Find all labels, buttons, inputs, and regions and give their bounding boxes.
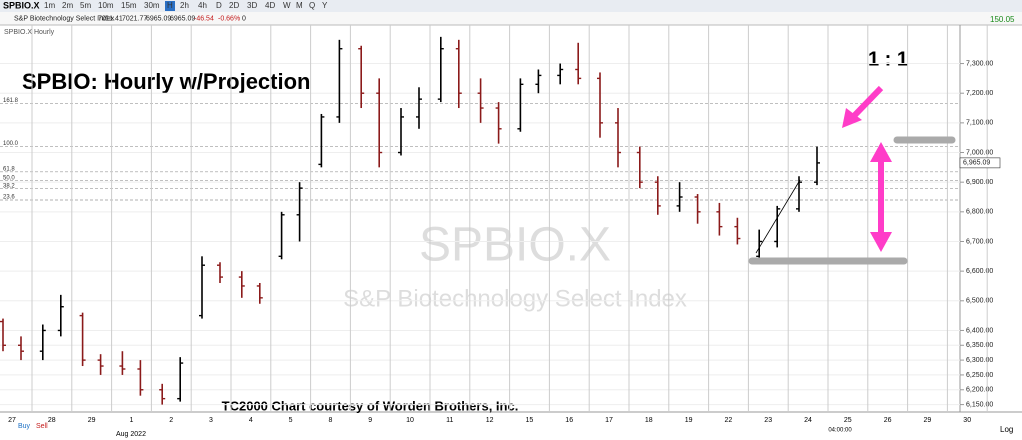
timeframe-button[interactable]: 1m xyxy=(44,1,55,10)
y-tick-label: 7,000.00 xyxy=(966,149,993,156)
timeframe-button[interactable]: W xyxy=(283,1,291,10)
last-price-box xyxy=(959,157,1001,169)
y-tick-label: 6,500.00 xyxy=(966,298,993,305)
last-price-label: 6,965.09 xyxy=(963,160,990,167)
timeframe-button[interactable]: 15m xyxy=(121,1,137,10)
x-tick-label: 19 xyxy=(685,417,693,424)
y-tick-label: 6,300.00 xyxy=(966,357,993,364)
x-tick-label: 1 xyxy=(129,417,133,424)
x-tick-label: 23 xyxy=(764,417,772,424)
timeframe-button[interactable]: 3D xyxy=(247,1,257,10)
timeframe-button[interactable]: M xyxy=(296,1,303,10)
timeframe-button[interactable]: Y xyxy=(322,1,328,10)
timeframe-button[interactable]: 30m xyxy=(144,1,160,10)
timeframe-button[interactable]: 2h xyxy=(180,1,189,10)
y-tick-label: 6,600.00 xyxy=(966,268,993,275)
fib-label: 38.2 xyxy=(3,183,15,189)
x-tick-label: 9 xyxy=(368,417,372,424)
x-tick-label: 15 xyxy=(526,417,534,424)
timeframe-button[interactable]: 10m xyxy=(98,1,114,10)
x-tick-label: 17 xyxy=(605,417,613,424)
timeframe-button[interactable]: 5m xyxy=(80,1,91,10)
x-tick-label: 28 xyxy=(48,417,56,424)
x-tick-label: 24 xyxy=(804,417,812,424)
x-tick-label: 4 xyxy=(249,417,253,424)
y-tick-label: 6,350.00 xyxy=(966,342,993,349)
timeframe-button[interactable]: H xyxy=(167,1,173,10)
panel-label: SPBIO.X Hourly xyxy=(4,29,55,36)
arrow xyxy=(849,85,884,121)
y-tick-label: 7,200.00 xyxy=(966,90,993,97)
quote-pct: -0.66% xyxy=(218,15,240,22)
arrow-head xyxy=(870,232,892,252)
y-tick-label: 6,400.00 xyxy=(966,327,993,334)
fib-label: 50.0 xyxy=(3,175,15,181)
top-right: 150.05 xyxy=(990,15,1015,24)
toolbar xyxy=(0,0,1022,12)
quote-open: 7011.41 xyxy=(98,15,123,22)
timeframe-button[interactable]: 2D xyxy=(229,1,239,10)
x-tick-label: 5 xyxy=(289,417,293,424)
quote-volume: 0 xyxy=(242,15,246,22)
quote-bar xyxy=(0,12,1022,25)
y-tick-label: 6,800.00 xyxy=(966,209,993,216)
x-tick-label: 12 xyxy=(486,417,494,424)
timeframe-button[interactable]: 2m xyxy=(62,1,73,10)
x-tick-label: 29 xyxy=(924,417,932,424)
x-tick-label: 10 xyxy=(406,417,414,424)
x-tick-label: 22 xyxy=(725,417,733,424)
x-tick-label: 16 xyxy=(565,417,573,424)
x-tick-label: 27 xyxy=(8,417,16,424)
x-tick-label: 11 xyxy=(446,417,453,424)
annotation: 1 : 1 xyxy=(868,48,908,70)
quote-last: 6965.09 xyxy=(170,15,195,22)
sell[interactable]: Sell xyxy=(36,423,48,430)
arrow-head xyxy=(842,108,862,128)
timeframe-button[interactable]: 4h xyxy=(198,1,207,10)
y-tick-label: 6,150.00 xyxy=(966,401,993,408)
log[interactable]: Log xyxy=(1000,425,1013,434)
fib-label: 100.0 xyxy=(3,141,19,147)
symbol: SPBIO.X xyxy=(3,0,40,10)
y-tick-label: 7,300.00 xyxy=(966,60,993,67)
projection xyxy=(748,85,956,265)
x-tick-label: 29 xyxy=(88,417,96,424)
x-tick-label: 3 xyxy=(209,417,213,424)
watermark: SPBIO.X xyxy=(419,219,611,272)
y-tick-label: 6,900.00 xyxy=(966,179,993,186)
timeframe-button[interactable]: Q xyxy=(309,1,315,10)
quote-name: S&P Biotechnology Select Index xyxy=(14,15,115,22)
x-tick-label: 30 xyxy=(963,417,971,424)
time-label: 04:00:00 xyxy=(828,428,852,434)
button-bg xyxy=(165,1,175,11)
timeframe-button[interactable]: D xyxy=(216,1,222,10)
quote-low: 6965.09 xyxy=(146,15,171,22)
x-tick-label: 26 xyxy=(884,417,892,424)
trend-line xyxy=(755,179,801,254)
y-tick-label: 6,700.00 xyxy=(966,238,993,245)
watermark-sub: S&P Biotechnology Select Index xyxy=(343,285,687,312)
y-tick-label: 6,200.00 xyxy=(966,387,993,394)
y-tick-label: 6,250.00 xyxy=(966,372,993,379)
arrow-head xyxy=(870,142,892,162)
quote-change: -46.54 xyxy=(194,15,214,22)
quote-high: 7021.77 xyxy=(122,15,147,22)
month-label: Aug 2022 xyxy=(116,431,146,438)
x-tick-label: 8 xyxy=(328,417,332,424)
fib-label: 23.6 xyxy=(3,195,15,201)
x-tick-label: 25 xyxy=(844,417,852,424)
x-tick-label: 2 xyxy=(169,417,173,424)
buy[interactable]: Buy xyxy=(18,423,31,430)
y-tick-label: 7,100.00 xyxy=(966,120,993,127)
chart-title: SPBIO: Hourly w/Projection xyxy=(22,69,310,94)
x-tick-label: 18 xyxy=(645,417,653,424)
timeframe-button[interactable]: 4D xyxy=(265,1,275,10)
fib-label: 161.8 xyxy=(3,98,19,104)
fib-label: 61.8 xyxy=(3,166,15,172)
credit: TC2000 Chart courtesy of Worden Brothers… xyxy=(222,398,519,413)
